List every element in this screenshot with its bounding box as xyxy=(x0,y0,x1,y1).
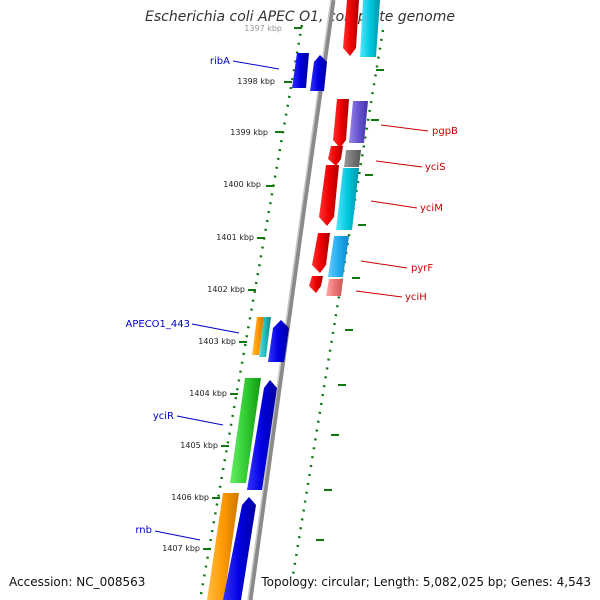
tick-label: 1399 kbp xyxy=(230,128,268,137)
dotted-track-right xyxy=(291,29,385,576)
gene-label[interactable]: yciM xyxy=(420,203,443,214)
gene-label[interactable]: pgpB xyxy=(432,126,458,137)
gene-arrow[interactable] xyxy=(360,0,380,57)
tick-label: 1405 kbp xyxy=(180,441,218,450)
gene-label[interactable]: yciH xyxy=(405,292,427,303)
gene-leader-line xyxy=(232,60,280,70)
gene-arrow[interactable] xyxy=(309,276,323,293)
gene-arrow[interactable] xyxy=(223,497,256,600)
gene-leader-line xyxy=(176,415,224,426)
genome-summary-text: Topology: circular; Length: 5,082,025 bp… xyxy=(261,575,591,589)
gene-leader-line xyxy=(355,290,403,298)
gene-label[interactable]: pyrF xyxy=(411,263,433,274)
gene-arrow[interactable] xyxy=(326,279,343,296)
gene-arrow[interactable] xyxy=(247,380,277,490)
tick-label: 1406 kbp xyxy=(171,493,209,502)
gene-leader-line xyxy=(360,260,408,269)
gene-arrow[interactable] xyxy=(344,150,361,167)
gene-arrow[interactable] xyxy=(230,378,261,483)
accession-text: Accession: NC_008563 xyxy=(9,575,146,589)
gene-arrow[interactable] xyxy=(207,493,239,600)
gene-label[interactable]: yciR xyxy=(153,411,174,422)
gene-arrow[interactable] xyxy=(349,101,368,143)
gene-leader-line xyxy=(191,323,240,334)
right-track-dashes xyxy=(316,69,384,541)
gene-arrow[interactable] xyxy=(259,317,271,357)
gene-arrow[interactable] xyxy=(333,99,349,148)
gene-arrow[interactable] xyxy=(319,165,339,226)
gene-arrow[interactable] xyxy=(312,233,330,273)
tick-label: 1398 kbp xyxy=(237,77,275,86)
gene-label[interactable]: ribA xyxy=(210,56,230,67)
tick-label: 1404 kbp xyxy=(189,389,227,398)
gene-leader-line xyxy=(370,200,418,209)
tick-label: 1403 kbp xyxy=(198,337,236,346)
gene-arrow[interactable] xyxy=(252,317,264,355)
gene-arrow[interactable] xyxy=(292,53,309,88)
tick-label: 1401 kbp xyxy=(216,233,254,242)
gene-arrow[interactable] xyxy=(268,320,289,362)
gene-label[interactable]: yciS xyxy=(425,162,446,173)
gene-arrow[interactable] xyxy=(328,146,343,166)
tick-label: 1397 kbp xyxy=(244,24,282,33)
dotted-track-left xyxy=(198,24,304,600)
gene-leader-line xyxy=(380,124,429,132)
gene-leader-line xyxy=(375,160,423,168)
gene-leader-line xyxy=(154,530,201,541)
gene-arrow[interactable] xyxy=(328,236,349,277)
left-tick-marks xyxy=(203,27,302,550)
gene-arrow[interactable] xyxy=(310,55,327,91)
gene-label[interactable]: rnb xyxy=(135,525,152,536)
tick-label: 1402 kbp xyxy=(207,285,245,294)
tick-label: 1400 kbp xyxy=(223,180,261,189)
gene-arrow[interactable] xyxy=(336,168,359,230)
gene-label[interactable]: APECO1_443 xyxy=(126,319,191,330)
tick-label: 1407 kbp xyxy=(162,544,200,553)
gene-arrow[interactable] xyxy=(343,0,359,56)
